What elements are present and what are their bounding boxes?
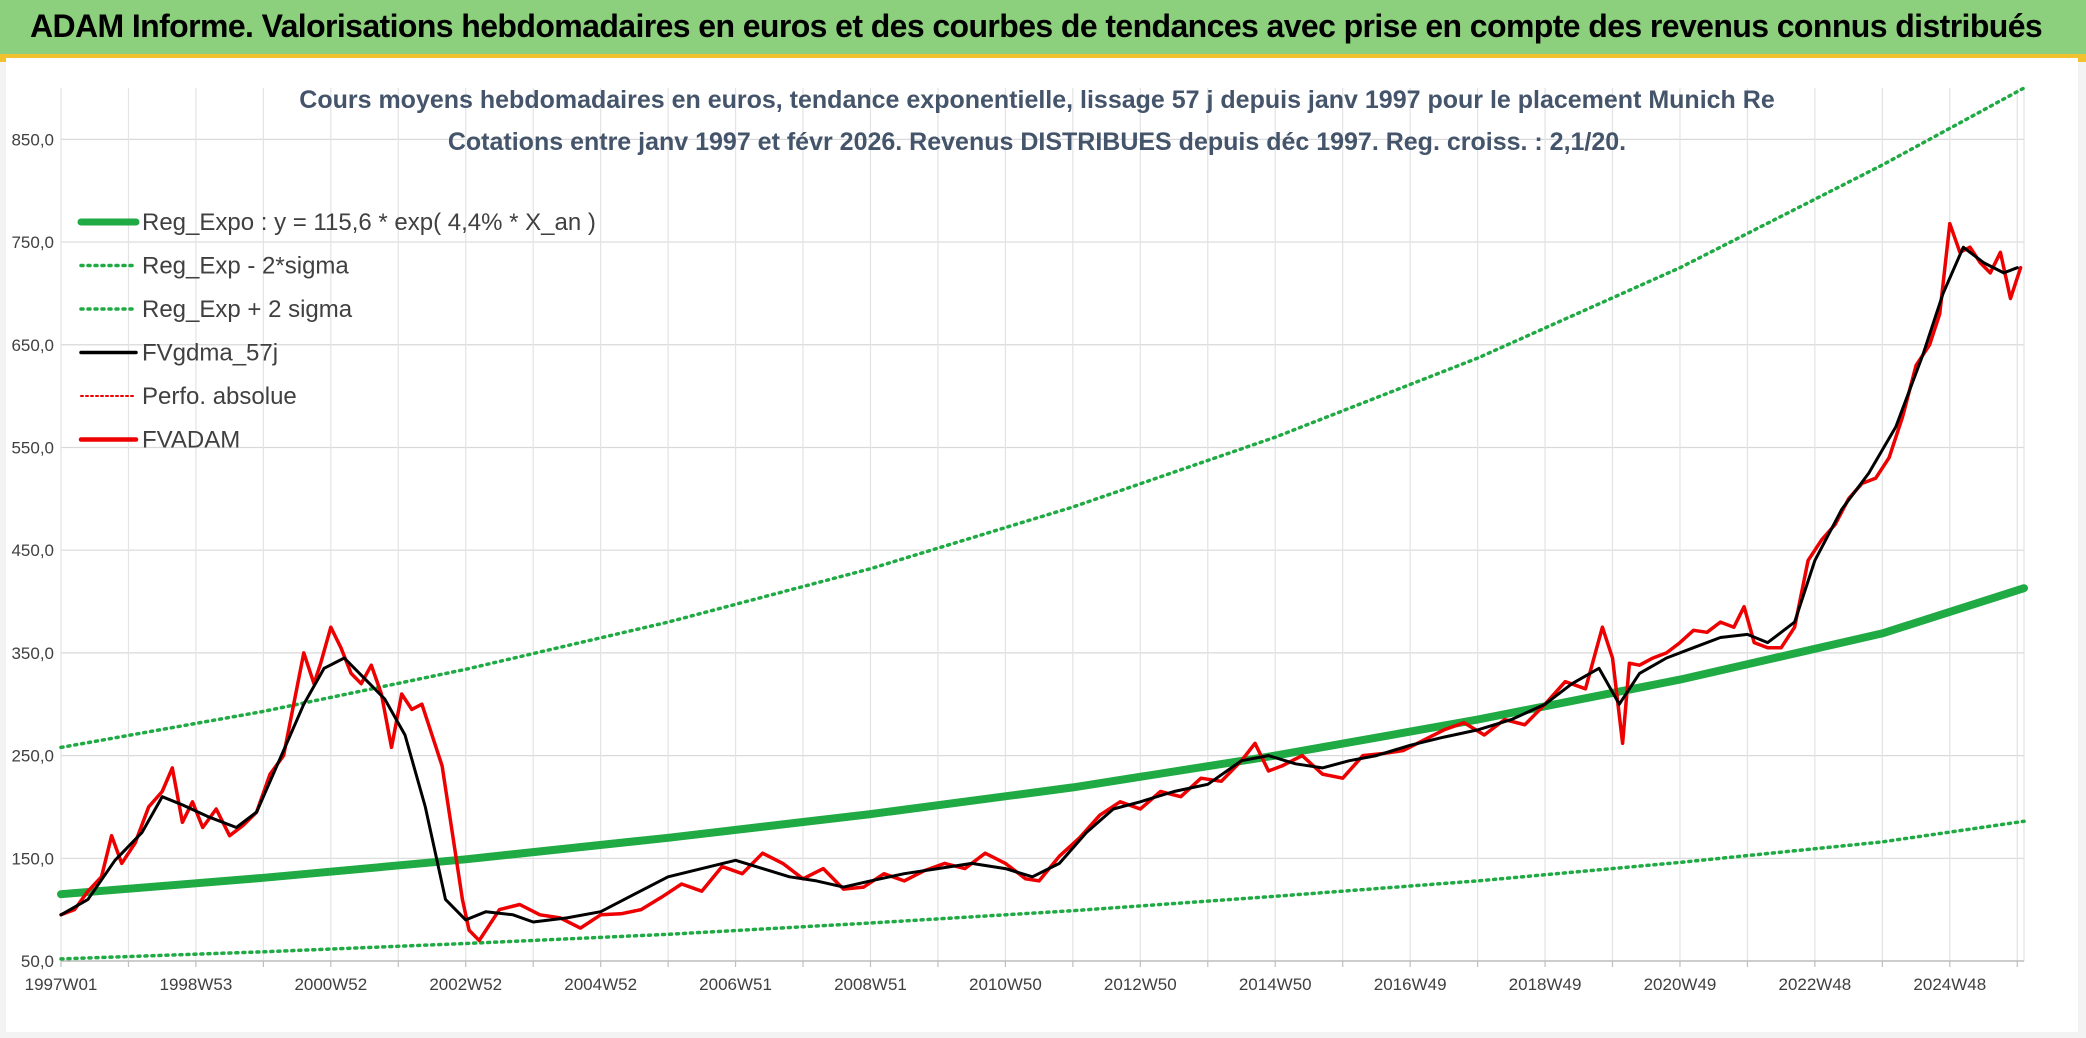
legend-label: Reg_Exp + 2 sigma xyxy=(142,296,353,323)
x-tick-label: 2022W48 xyxy=(1778,975,1851,994)
reg-expo-line xyxy=(57,584,2028,899)
y-tick-label: 850,0 xyxy=(11,130,54,149)
y-tick-label: 50,0 xyxy=(21,952,54,971)
page-title: ADAM Informe. Valorisations hebdomadaire… xyxy=(30,8,2043,44)
legend-label: Reg_Exp - 2*sigma xyxy=(142,253,349,280)
y-tick-label: 750,0 xyxy=(11,233,54,252)
y-tick-label: 550,0 xyxy=(11,438,54,457)
x-tick-label: 2018W49 xyxy=(1509,975,1582,994)
y-tick-label: 450,0 xyxy=(11,541,54,560)
x-tick-label: 2004W52 xyxy=(564,975,637,994)
x-tick-label: 2016W49 xyxy=(1374,975,1447,994)
x-tick-label: 2024W48 xyxy=(1913,975,1986,994)
legend-label: FVADAM xyxy=(142,427,240,454)
chart-title: Cours moyens hebdomadaires en euros, ten… xyxy=(299,86,1775,114)
x-tick-label: 2010W50 xyxy=(969,975,1042,994)
chart-axes: 50,0 150,0 250,0 350,0 450,0 550,0 650,0 750,0 8… xyxy=(11,130,2024,994)
x-tick-label: 2008W51 xyxy=(834,975,907,994)
fvadam-line xyxy=(59,221,2023,943)
chart-subtitle: Cotations entre janv 1997 et févr 2026. … xyxy=(448,128,1626,156)
y-tick-label: 650,0 xyxy=(11,336,54,355)
x-tick-label: 1997W01 xyxy=(25,975,98,994)
x-tick-label: 2014W50 xyxy=(1239,975,1312,994)
reg-exp-minus-2sigma-line xyxy=(59,819,2026,961)
fvgdma-57j-line xyxy=(59,245,2019,924)
legend-label: Reg_Expo : y = 115,6 * exp( 4,4% * X_an … xyxy=(142,209,596,236)
header-banner: ADAM Informe. Valorisations hebdomadaire… xyxy=(0,0,2086,58)
y-tick-label: 250,0 xyxy=(11,747,54,766)
y-tick-label: 350,0 xyxy=(11,644,54,663)
x-tick-label: 2000W52 xyxy=(294,975,367,994)
y-tick-label: 150,0 xyxy=(11,849,54,868)
x-tick-label: 2020W49 xyxy=(1644,975,1717,994)
x-tick-label: 2006W51 xyxy=(699,975,772,994)
chart-canvas: 50,0 150,0 250,0 350,0 450,0 550,0 650,0 750,0 8… xyxy=(11,86,2028,994)
reg-exp-plus-2sigma-line xyxy=(59,86,2026,750)
x-tick-label: 2012W50 xyxy=(1104,975,1177,994)
legend-label: FVgdma_57j xyxy=(142,340,278,367)
corner-accent-right xyxy=(2072,58,2086,62)
chart-frame: 50,0 150,0 250,0 350,0 450,0 550,0 650,0 750,0 8… xyxy=(6,58,2078,1032)
x-tick-label: 1998W53 xyxy=(160,975,233,994)
x-tick-label: 2002W52 xyxy=(429,975,502,994)
chart-series xyxy=(57,86,2028,961)
legend-label: Perfo. absolue xyxy=(142,383,297,410)
chart-legend: Reg_Expo : y = 115,6 * exp( 4,4% * X_an … xyxy=(77,209,596,454)
